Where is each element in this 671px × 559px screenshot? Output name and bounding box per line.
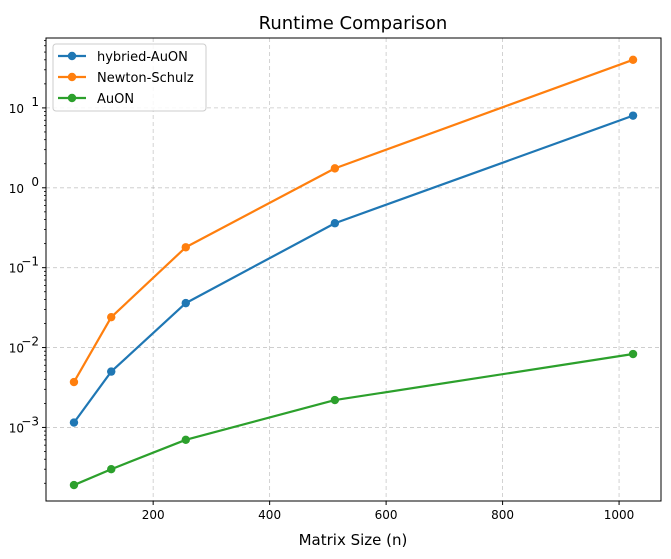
legend-box bbox=[52, 43, 207, 112]
plot-frame bbox=[45, 37, 662, 502]
auon-point bbox=[107, 465, 116, 474]
y-tick-label: 10 bbox=[9, 421, 24, 435]
legend-newton-schulz-label: Newton-Schulz bbox=[97, 71, 194, 86]
hybried-auon-point bbox=[330, 219, 340, 228]
auon-point bbox=[181, 435, 190, 445]
x-tick-label: 1000 bbox=[604, 508, 635, 522]
x-tick-label: 400 bbox=[258, 508, 281, 522]
newton-schulz-point bbox=[628, 55, 638, 65]
newton-schulz-point bbox=[69, 377, 79, 387]
x-tick-label: 800 bbox=[491, 508, 514, 522]
y-tick-exponent: −3 bbox=[21, 414, 39, 428]
grid-lines bbox=[46, 38, 661, 501]
y-tick-exponent: −2 bbox=[21, 335, 39, 349]
hybried-auon-point bbox=[69, 418, 79, 427]
legend-newton-schulz-marker bbox=[67, 72, 77, 82]
auon-line bbox=[73, 352, 634, 487]
x-axis: 200 400 600 800 1000 bbox=[142, 501, 635, 522]
legend: hybried-AuON Newton-Schulz AuON bbox=[52, 43, 207, 112]
legend-auon-label: AuON bbox=[97, 92, 134, 107]
legend-hybried-auon-label: hybried-AuON bbox=[97, 50, 188, 65]
chart-title: Runtime Comparison bbox=[259, 13, 448, 34]
hybried-auon-point bbox=[628, 111, 638, 120]
auon-point bbox=[628, 349, 638, 359]
y-tick-label: 10 bbox=[9, 102, 24, 116]
x-tick-label: 600 bbox=[375, 508, 398, 522]
newton-schulz-point bbox=[107, 312, 116, 322]
x-tick-label: 200 bbox=[142, 508, 165, 522]
series-layer bbox=[69, 55, 638, 490]
y-tick-label: 10 bbox=[9, 182, 24, 196]
y-tick-label: 10 bbox=[9, 342, 24, 356]
y-tick-exponent: 0 bbox=[31, 175, 39, 189]
y-tick-label: 10 bbox=[9, 262, 24, 276]
auon-point bbox=[330, 395, 340, 405]
newton-schulz-point bbox=[330, 164, 340, 173]
newton-schulz-point bbox=[181, 243, 190, 252]
hybried-auon-point bbox=[107, 367, 116, 376]
y-tick-exponent: −1 bbox=[21, 255, 39, 269]
legend-hybried-auon-marker bbox=[67, 51, 77, 61]
auon-point bbox=[69, 480, 79, 490]
hybried-auon-point bbox=[181, 298, 190, 308]
legend-auon-marker bbox=[67, 93, 77, 103]
y-tick-exponent: 1 bbox=[31, 95, 39, 109]
x-axis-label: Matrix Size (n) bbox=[299, 531, 408, 549]
